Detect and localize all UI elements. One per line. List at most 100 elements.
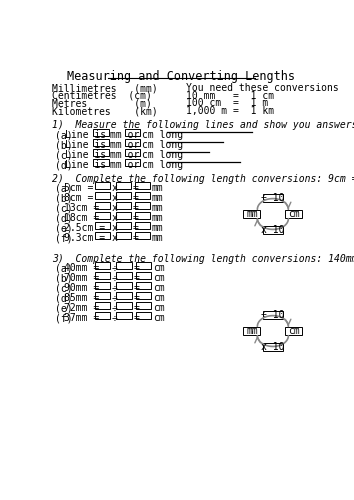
FancyBboxPatch shape	[125, 148, 140, 156]
FancyBboxPatch shape	[136, 282, 151, 290]
Text: x: x	[112, 193, 118, 203]
FancyBboxPatch shape	[263, 311, 283, 318]
FancyBboxPatch shape	[135, 182, 150, 190]
Text: x 10: x 10	[261, 225, 285, 235]
Text: ÷: ÷	[112, 284, 118, 294]
Text: =: =	[133, 274, 139, 283]
Text: mm: mm	[246, 209, 258, 219]
Text: cm: cm	[153, 264, 165, 274]
Text: x: x	[112, 203, 118, 213]
FancyBboxPatch shape	[95, 222, 110, 230]
FancyBboxPatch shape	[244, 327, 261, 335]
FancyBboxPatch shape	[116, 282, 132, 290]
Text: 1)  Measure the following lines and show you answers in mm and cm.: 1) Measure the following lines and show …	[52, 120, 354, 130]
FancyBboxPatch shape	[136, 302, 151, 310]
Text: Millimetres   (mm): Millimetres (mm)	[52, 83, 158, 93]
FancyBboxPatch shape	[135, 192, 150, 200]
Text: (d): (d)	[55, 294, 73, 304]
Text: (c): (c)	[55, 284, 73, 294]
Text: mm or: mm or	[110, 130, 139, 140]
FancyBboxPatch shape	[285, 327, 302, 335]
Text: cm: cm	[153, 284, 165, 294]
FancyBboxPatch shape	[115, 212, 131, 220]
Text: mm: mm	[152, 233, 164, 243]
FancyBboxPatch shape	[95, 282, 110, 290]
Text: 2.5cm =: 2.5cm =	[64, 223, 105, 233]
Text: 40mm =: 40mm =	[64, 264, 99, 274]
Text: 70mm =: 70mm =	[64, 274, 99, 283]
Text: (d): (d)	[55, 160, 73, 170]
Text: mm: mm	[152, 223, 164, 233]
Text: 5cm =: 5cm =	[64, 183, 94, 193]
Text: 72mm =: 72mm =	[64, 304, 99, 314]
Text: mm: mm	[152, 203, 164, 213]
FancyBboxPatch shape	[93, 158, 109, 166]
FancyBboxPatch shape	[263, 226, 283, 234]
Text: =: =	[133, 314, 139, 324]
FancyBboxPatch shape	[125, 158, 140, 166]
Text: cm: cm	[288, 326, 300, 336]
FancyBboxPatch shape	[115, 202, 131, 209]
FancyBboxPatch shape	[136, 262, 151, 270]
Text: cm long: cm long	[142, 130, 183, 140]
FancyBboxPatch shape	[115, 192, 131, 200]
FancyBboxPatch shape	[116, 272, 132, 280]
Text: cm: cm	[288, 209, 300, 219]
Text: Line is: Line is	[65, 130, 106, 140]
Text: x: x	[112, 183, 118, 193]
Text: (f): (f)	[55, 314, 73, 324]
Text: Line is: Line is	[65, 140, 106, 150]
FancyBboxPatch shape	[95, 232, 110, 239]
FancyBboxPatch shape	[95, 182, 110, 190]
Text: =: =	[133, 294, 139, 304]
Text: ÷: ÷	[112, 314, 118, 324]
Text: ÷: ÷	[112, 294, 118, 304]
FancyBboxPatch shape	[115, 232, 131, 239]
Text: mm: mm	[152, 183, 164, 193]
FancyBboxPatch shape	[95, 192, 110, 200]
Text: cm long: cm long	[142, 140, 183, 150]
Text: =: =	[133, 304, 139, 314]
FancyBboxPatch shape	[135, 232, 150, 239]
FancyBboxPatch shape	[125, 138, 140, 146]
Text: mm: mm	[152, 213, 164, 223]
Text: cm: cm	[153, 294, 165, 304]
FancyBboxPatch shape	[285, 210, 302, 218]
FancyBboxPatch shape	[95, 302, 110, 310]
Text: (d): (d)	[55, 213, 73, 223]
Text: Measuring and Converting Lengths: Measuring and Converting Lengths	[67, 70, 296, 83]
FancyBboxPatch shape	[263, 194, 283, 202]
Text: =: =	[133, 233, 138, 243]
FancyBboxPatch shape	[115, 182, 131, 190]
Text: Kilometres    (km): Kilometres (km)	[52, 106, 158, 116]
FancyBboxPatch shape	[95, 212, 110, 220]
FancyBboxPatch shape	[116, 262, 132, 270]
FancyBboxPatch shape	[115, 222, 131, 230]
Text: 85mm =: 85mm =	[64, 294, 99, 304]
Text: You need these conversions: You need these conversions	[186, 83, 339, 93]
Text: 9.3cm =: 9.3cm =	[64, 233, 105, 243]
Text: =: =	[133, 223, 138, 233]
Text: =: =	[133, 183, 138, 193]
Text: cm long: cm long	[142, 150, 183, 160]
Text: 90mm =: 90mm =	[64, 284, 99, 294]
Text: cm long: cm long	[142, 160, 183, 170]
Text: ÷ 10: ÷ 10	[261, 193, 285, 203]
Text: (f): (f)	[55, 233, 73, 243]
Text: =: =	[133, 203, 138, 213]
Text: x 10: x 10	[261, 342, 285, 352]
FancyBboxPatch shape	[95, 272, 110, 280]
Text: 10 mm   =  1 cm: 10 mm = 1 cm	[186, 91, 274, 101]
Text: =: =	[133, 193, 138, 203]
Text: Centimetres  (cm): Centimetres (cm)	[52, 91, 152, 101]
Text: (e): (e)	[55, 304, 73, 314]
Text: (b): (b)	[55, 274, 73, 283]
Text: x: x	[112, 223, 118, 233]
Text: ÷: ÷	[112, 264, 118, 274]
FancyBboxPatch shape	[136, 312, 151, 320]
Text: 1,000 m =  1 km: 1,000 m = 1 km	[186, 106, 274, 116]
Text: (a): (a)	[55, 183, 73, 193]
Text: (c): (c)	[55, 203, 73, 213]
Text: 2)  Complete the following length conversions: 9cm = 9 x 10 = 90mm: 2) Complete the following length convers…	[52, 174, 354, 184]
FancyBboxPatch shape	[135, 202, 150, 209]
